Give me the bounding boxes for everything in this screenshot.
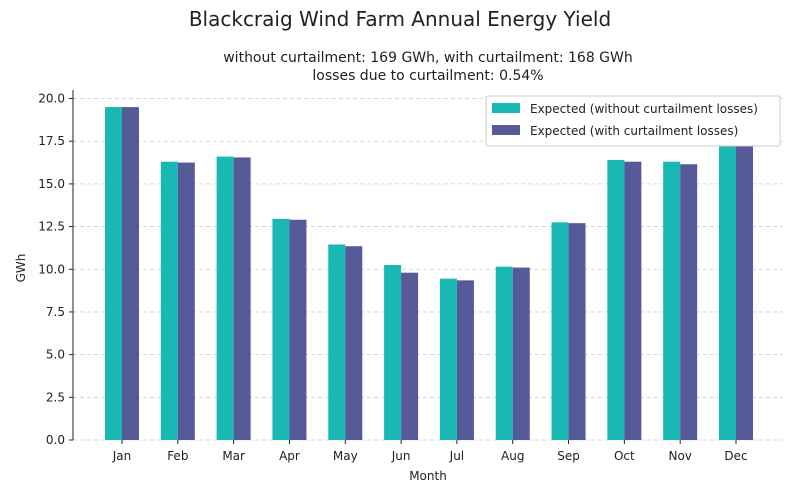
y-tick-labels: 0.0 2.5 5.0 7.5 10.0 12.5 15.0 17.5 20.0	[38, 92, 73, 447]
bar-mar-series-2	[233, 157, 251, 440]
y-axis-label: GWh	[14, 254, 28, 283]
y-tick-label: 15.0	[38, 177, 65, 191]
bar-nov-series-1	[663, 161, 681, 440]
y-tick-label: 10.0	[38, 262, 65, 276]
x-tick-label-aug: Aug	[501, 449, 524, 463]
bars-group	[105, 107, 753, 440]
bar-jan-series-1	[105, 107, 122, 440]
chart-subtitle-line-1: without curtailment: 169 GWh, with curta…	[223, 50, 633, 66]
legend-label-series-2: Expected (with curtailment losses)	[530, 124, 738, 138]
y-tick-label: 17.5	[38, 134, 65, 148]
x-tick-label-jan: Jan	[112, 449, 132, 463]
x-tick-label-jul: Jul	[449, 449, 464, 463]
bar-oct-series-1	[607, 160, 625, 440]
x-tick-label-nov: Nov	[668, 449, 691, 463]
legend-swatch-series-1	[492, 103, 520, 113]
bar-sep-series-1	[551, 222, 569, 440]
bar-dec-series-1	[719, 137, 736, 440]
x-axis-label: Month	[409, 469, 447, 483]
bar-apr-series-2	[289, 219, 307, 440]
legend-box	[485, 95, 781, 147]
bar-may-series-2	[345, 246, 363, 440]
x-tick-labels: Jan Feb Mar Apr May Jun Jul Aug Sep Oct Nov Dec	[112, 440, 748, 463]
x-tick-label-feb: Feb	[167, 449, 188, 463]
y-tick-label: 2.5	[46, 390, 65, 404]
bar-jan-series-2	[122, 107, 139, 440]
x-tick-label-mar: Mar	[222, 449, 245, 463]
bar-jun-series-1	[384, 265, 402, 440]
y-tick-label: 0.0	[46, 433, 65, 447]
legend: Expected (without curtailment losses) Exp…	[485, 95, 781, 147]
bar-aug-series-2	[512, 267, 530, 440]
chart-subtitle-line-2: losses due to curtailment: 0.54%	[312, 68, 543, 84]
bar-dec-series-2	[736, 138, 753, 440]
x-tick-label-sep: Sep	[557, 449, 580, 463]
bar-feb-series-2	[177, 162, 195, 440]
y-tick-label: 20.0	[38, 92, 65, 106]
bar-apr-series-1	[272, 218, 290, 440]
bar-aug-series-1	[495, 266, 513, 440]
bar-oct-series-2	[624, 161, 642, 440]
bar-jul-series-2	[456, 280, 474, 440]
y-tick-label: 12.5	[38, 220, 65, 234]
x-tick-label-jun: Jun	[391, 449, 411, 463]
y-tick-label: 5.0	[46, 348, 65, 362]
bar-jul-series-1	[439, 278, 457, 440]
x-tick-label-dec: Dec	[724, 449, 747, 463]
bar-may-series-1	[328, 244, 346, 440]
chart-title: Blackcraig Wind Farm Annual Energy Yield	[189, 7, 611, 31]
x-tick-label-may: May	[333, 449, 358, 463]
y-tick-label: 7.5	[46, 305, 65, 319]
bar-jun-series-2	[401, 272, 419, 440]
bar-sep-series-2	[568, 223, 586, 440]
legend-label-series-1: Expected (without curtailment losses)	[530, 102, 758, 116]
bar-feb-series-1	[160, 161, 178, 440]
x-tick-label-oct: Oct	[614, 449, 635, 463]
bar-nov-series-2	[680, 164, 698, 440]
legend-swatch-series-2	[492, 125, 520, 135]
x-tick-label-apr: Apr	[279, 449, 300, 463]
bar-mar-series-1	[216, 156, 234, 440]
